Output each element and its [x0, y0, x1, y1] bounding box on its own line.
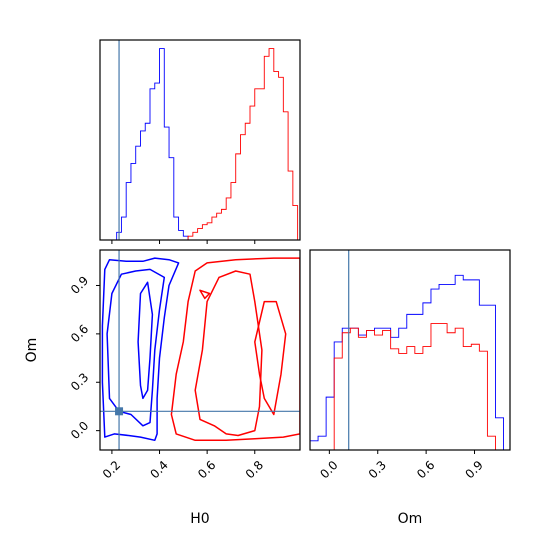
contour-series-b-4 [199, 289, 211, 300]
om-hist-tick-label: 0.6 [414, 458, 437, 481]
h0-hist-series-2 [116, 48, 300, 240]
joint-frame [99, 249, 301, 451]
h0-hist-series-1 [116, 48, 300, 240]
contour-series-b-1 [170, 257, 300, 442]
om-hist-tick-label: 0.0 [317, 458, 340, 481]
h0-tick-label: 0.8 [243, 458, 266, 481]
om-histogram-panel: 0.0 0.3 0.6 0.9 Om [309, 249, 511, 527]
h0-tick-label: 0.4 [147, 458, 170, 481]
om-hist-series-2 [310, 323, 504, 450]
om-tick-label: 0.6 [68, 322, 91, 345]
h0-histogram-panel [99, 39, 301, 244]
contour-series-a-1 [101, 257, 180, 442]
om-tick-label: 0.0 [68, 419, 91, 442]
contour-series-b-3 [254, 300, 287, 416]
om-hist-series-1 [310, 274, 504, 450]
h0-tick-label: 0.2 [100, 458, 123, 481]
contour-series-a-2 [106, 268, 166, 427]
y-axis-label-om: Om [24, 338, 40, 363]
x-axis-label-h0: H0 [190, 511, 209, 527]
om-hist-tick-label: 0.9 [462, 458, 485, 481]
truth-marker [115, 407, 124, 416]
om-hist-frame [309, 249, 511, 451]
x-axis-label-om: Om [398, 511, 423, 527]
h0-tick-label: 0.6 [195, 458, 218, 481]
contour-series-b-2 [194, 270, 263, 437]
om-tick-label: 0.9 [68, 273, 91, 296]
om-tick-label: 0.3 [68, 370, 91, 393]
om-hist-tick-label: 0.3 [366, 458, 389, 481]
joint-contour-panel: 0.2 0.4 0.6 0.8 0.0 0.3 0.6 0.9 H0 Om [24, 249, 301, 527]
contour-series-a-3 [137, 281, 154, 400]
h0-hist-frame [99, 39, 301, 241]
